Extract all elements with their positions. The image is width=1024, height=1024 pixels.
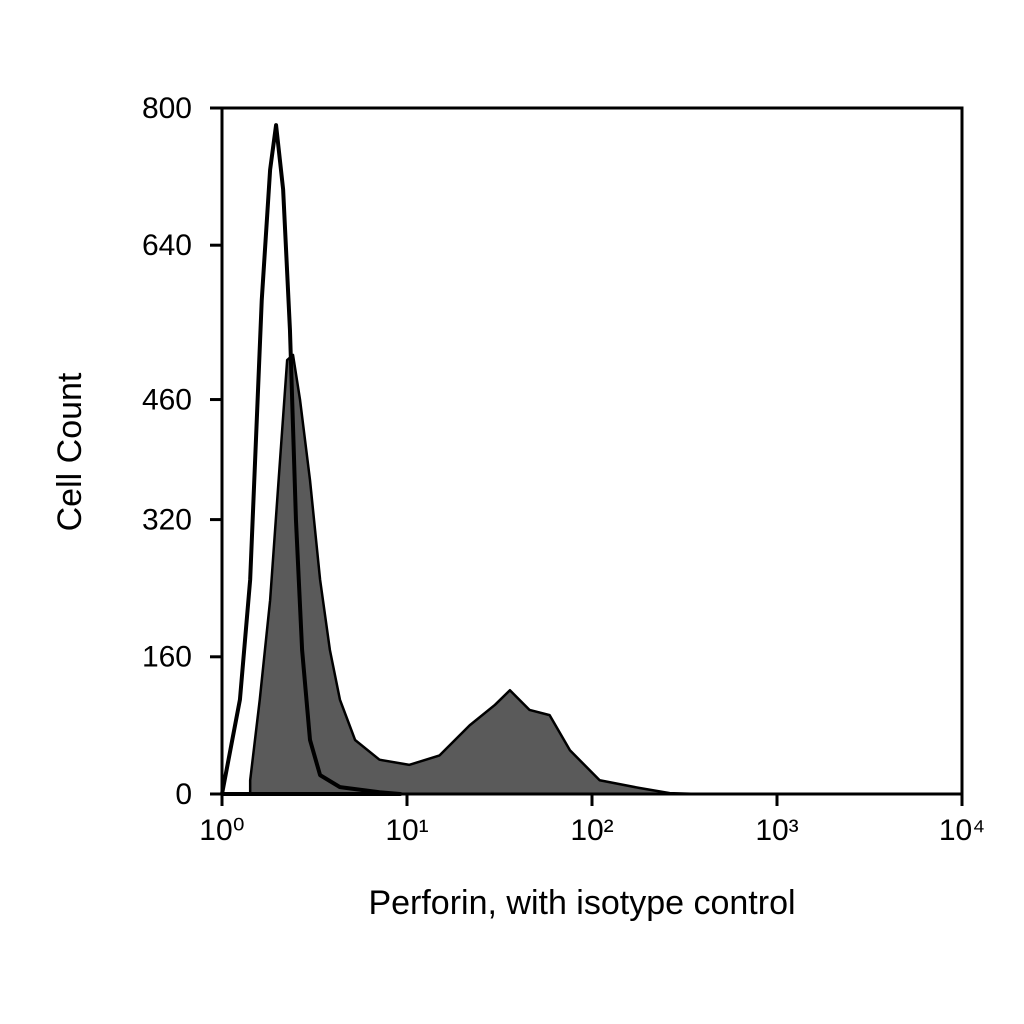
x-tick-label: 10⁰ (199, 814, 244, 847)
y-tick-label: 460 (142, 383, 192, 416)
y-tick-label: 800 (142, 92, 192, 125)
y-axis-title: Cell Count (51, 372, 89, 531)
y-tick-label: 0 (175, 778, 192, 811)
y-tick-label: 320 (142, 504, 192, 537)
y-tick-label: 640 (142, 229, 192, 262)
y-tick-label: 160 (142, 641, 192, 674)
histogram-area (248, 353, 701, 796)
x-axis-title: Perforin, with isotype control (368, 884, 795, 922)
x-tick-label: 10² (570, 814, 613, 847)
x-tick-label: 10¹ (385, 814, 428, 847)
x-tick-label: 10⁴ (939, 814, 985, 847)
histogram-area (220, 123, 403, 796)
x-tick-label: 10³ (755, 814, 798, 847)
